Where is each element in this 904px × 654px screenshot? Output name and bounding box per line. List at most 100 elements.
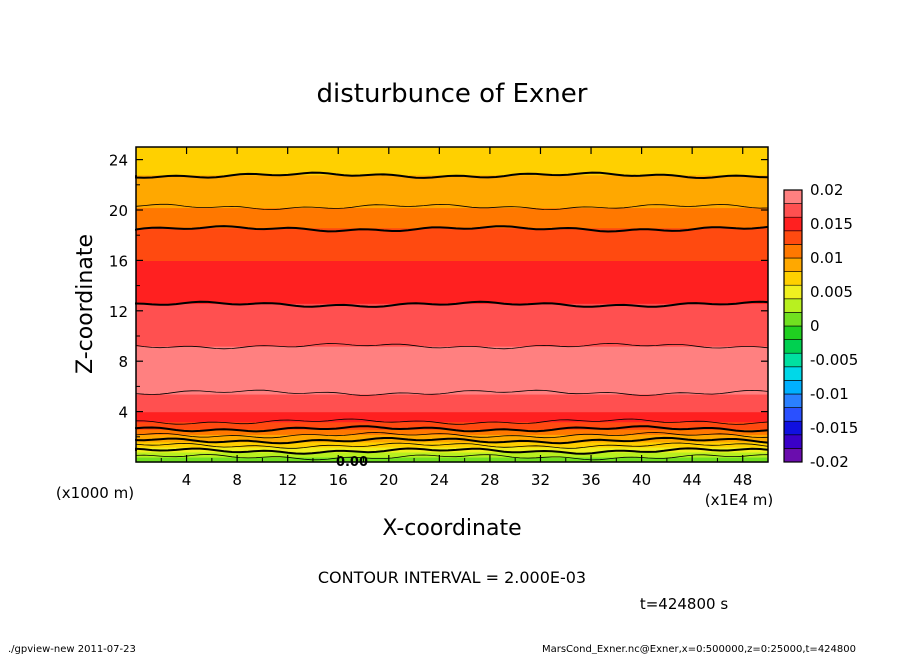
field-band — [136, 330, 768, 335]
field-band — [136, 270, 768, 274]
field-band — [136, 172, 768, 176]
x-tick-label: 24 — [430, 471, 449, 489]
x-tick-label: 4 — [182, 471, 192, 489]
y-axis: 4 8 12 16 20 24 — [109, 152, 768, 438]
field-band — [136, 366, 768, 370]
field-band — [136, 338, 768, 342]
field-band — [136, 368, 768, 372]
field-band — [136, 179, 768, 183]
x-tick-label: 48 — [733, 471, 752, 489]
x-tick-label: 20 — [379, 471, 398, 489]
field-band — [136, 235, 768, 239]
x-axis-label: X-coordinate — [382, 516, 521, 541]
field-band — [136, 459, 768, 463]
field-band — [136, 247, 768, 251]
contour-interval-text: CONTOUR INTERVAL = 2.000E-03 — [318, 568, 586, 587]
field-band — [136, 230, 768, 234]
field-band — [136, 419, 768, 423]
colorbar-swatch — [783, 312, 803, 327]
field-band — [136, 333, 768, 337]
colorbar-swatch — [783, 230, 803, 245]
contour-line — [135, 436, 769, 445]
field-band — [136, 456, 768, 461]
field-band — [136, 363, 768, 367]
colorbar-swatch — [783, 352, 803, 368]
colorbar-swatch — [783, 216, 803, 232]
field-band — [136, 411, 768, 415]
field-band — [136, 441, 768, 445]
contour-line — [135, 389, 769, 396]
colorbar-label: 0.015 — [810, 215, 853, 233]
colorbar-swatch — [783, 203, 803, 218]
field-band — [136, 273, 768, 277]
field-band — [136, 260, 768, 264]
field-band — [136, 215, 768, 219]
chart-title: disturbunce of Exner — [317, 79, 588, 109]
field-band — [136, 267, 768, 272]
field-band — [136, 356, 768, 360]
field-band — [136, 290, 768, 294]
field-band — [136, 189, 768, 193]
field-band — [136, 393, 768, 398]
field-band — [136, 182, 768, 186]
field-band — [136, 275, 768, 279]
y-tick-label: 4 — [118, 404, 128, 422]
colorbar-swatch — [783, 284, 803, 300]
field-band — [136, 439, 768, 443]
contour-zero-label: 0.00 — [336, 455, 368, 470]
field-band — [136, 164, 768, 168]
y-tick-label: 8 — [118, 353, 128, 371]
field-band — [136, 323, 768, 327]
footer-left: ./gpview-new 2011-07-23 — [8, 644, 136, 654]
footer-right: MarsCond_Exner.nc@Exner,x=0:500000,z=0:2… — [542, 644, 856, 654]
field-band — [136, 187, 768, 191]
field-band — [136, 348, 768, 352]
field-band — [136, 346, 768, 350]
field-band — [136, 358, 768, 362]
contour-line — [135, 454, 769, 461]
contour-line — [135, 425, 769, 433]
field-band — [136, 147, 768, 151]
field-band — [136, 325, 768, 330]
colorbar-frame — [783, 189, 803, 463]
field-band — [136, 199, 768, 204]
colorbar-label: -0.02 — [810, 453, 849, 471]
field-band — [136, 177, 768, 181]
colorbar-swatch — [783, 448, 803, 463]
field-band — [136, 283, 768, 287]
field-band — [136, 401, 768, 405]
x-tick-label: 28 — [480, 471, 499, 489]
field-band — [136, 194, 768, 198]
field-band — [136, 320, 768, 324]
field-band — [136, 184, 768, 188]
field-band — [136, 426, 768, 430]
colorbar-swatch — [783, 271, 803, 286]
field-band — [136, 242, 768, 246]
x-tick-label: 16 — [329, 471, 348, 489]
field-band — [136, 396, 768, 400]
field-band — [136, 152, 768, 156]
contour-line — [135, 447, 769, 455]
field-band — [136, 265, 768, 269]
x-tick-label: 8 — [232, 471, 242, 489]
field-band — [136, 157, 768, 161]
colorbar-swatch — [783, 244, 803, 259]
field-band — [136, 308, 768, 312]
field-band — [136, 429, 768, 433]
field-band — [136, 197, 768, 201]
colorbar-label: -0.005 — [810, 351, 858, 369]
field-band — [136, 376, 768, 380]
field-band — [136, 406, 768, 410]
field-band — [136, 421, 768, 425]
field-band — [136, 288, 768, 292]
colorbar-swatch — [783, 189, 803, 204]
colorbar-swatch — [783, 380, 803, 395]
colorbar-swatch — [783, 434, 803, 449]
field-band — [136, 169, 768, 173]
contour-line — [135, 342, 769, 350]
field-band — [136, 310, 768, 314]
field-band — [136, 159, 768, 163]
contour-line — [135, 203, 769, 211]
field-band — [136, 409, 768, 413]
field-band — [136, 225, 768, 229]
